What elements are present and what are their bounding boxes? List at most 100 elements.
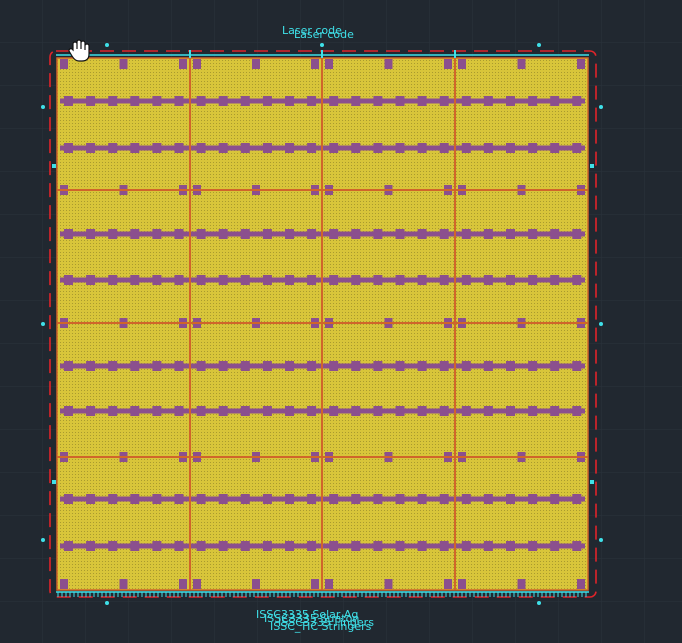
pad <box>86 229 96 239</box>
grip <box>105 43 109 47</box>
pad <box>577 579 585 589</box>
pad <box>240 275 250 285</box>
pad <box>506 494 515 504</box>
grip <box>105 601 109 605</box>
pad <box>506 96 515 106</box>
pad <box>307 406 317 416</box>
pad <box>86 494 96 504</box>
pad <box>373 143 383 153</box>
pad <box>351 275 361 285</box>
pad <box>458 579 466 589</box>
pad <box>395 229 405 239</box>
pad <box>152 541 162 551</box>
pad <box>252 579 260 589</box>
pad <box>506 275 515 285</box>
grip <box>537 601 541 605</box>
pad <box>550 406 560 416</box>
pad <box>572 494 582 504</box>
pad <box>307 541 317 551</box>
top-label: Laser code <box>282 24 342 37</box>
pad <box>152 361 162 371</box>
pad <box>351 229 361 239</box>
pad <box>262 96 272 106</box>
pad <box>417 541 427 551</box>
pad <box>108 406 118 416</box>
pad <box>262 275 272 285</box>
pad <box>329 541 339 551</box>
pad <box>329 96 339 106</box>
pad <box>395 541 405 551</box>
pad <box>179 579 187 589</box>
pad <box>152 406 162 416</box>
pad <box>528 406 538 416</box>
pad <box>373 541 383 551</box>
pad <box>108 361 118 371</box>
pad <box>329 361 339 371</box>
pad <box>384 59 393 69</box>
solar-panel[interactable] <box>41 43 603 605</box>
pad <box>262 229 272 239</box>
pad <box>311 59 319 69</box>
pad <box>285 229 294 239</box>
pad <box>130 541 140 551</box>
grip <box>52 164 56 168</box>
grip <box>599 538 603 542</box>
pad <box>528 143 538 153</box>
pad <box>130 494 140 504</box>
pad <box>240 229 250 239</box>
grip <box>320 43 324 47</box>
pad <box>262 143 272 153</box>
pad <box>439 406 449 416</box>
pad <box>506 541 515 551</box>
pad <box>152 143 162 153</box>
pad <box>307 96 317 106</box>
pad <box>218 541 228 551</box>
pad <box>285 494 294 504</box>
pad <box>439 361 449 371</box>
pad <box>307 275 317 285</box>
pad <box>461 541 471 551</box>
pad <box>550 361 560 371</box>
pad <box>130 229 140 239</box>
pad <box>130 406 140 416</box>
pad <box>196 541 206 551</box>
pad <box>193 579 201 589</box>
pad <box>196 494 206 504</box>
pad <box>285 143 294 153</box>
pad <box>329 494 339 504</box>
bottom-label: ISSC3335 Sunton <box>264 612 359 625</box>
pad <box>174 406 184 416</box>
pad <box>373 96 383 106</box>
pad <box>174 229 184 239</box>
pad <box>395 96 405 106</box>
pad <box>218 406 228 416</box>
pad <box>572 275 582 285</box>
pad <box>550 541 560 551</box>
pad <box>86 96 96 106</box>
bottom-label: ISSC_TIC Stringers <box>270 620 372 633</box>
pad <box>285 275 294 285</box>
pad <box>218 275 228 285</box>
pad <box>64 143 73 153</box>
pad <box>307 143 317 153</box>
pad <box>384 579 393 589</box>
pad <box>325 579 333 589</box>
pad <box>86 275 96 285</box>
pad <box>152 275 162 285</box>
pad <box>351 361 361 371</box>
pad <box>483 494 493 504</box>
pad <box>572 143 582 153</box>
pad <box>373 494 383 504</box>
pad <box>373 229 383 239</box>
pad <box>351 143 361 153</box>
grip <box>599 322 603 326</box>
pad <box>119 579 128 589</box>
pad <box>395 494 405 504</box>
pad <box>572 541 582 551</box>
pad <box>307 229 317 239</box>
pad <box>285 406 294 416</box>
pad <box>174 541 184 551</box>
pad <box>517 59 526 69</box>
